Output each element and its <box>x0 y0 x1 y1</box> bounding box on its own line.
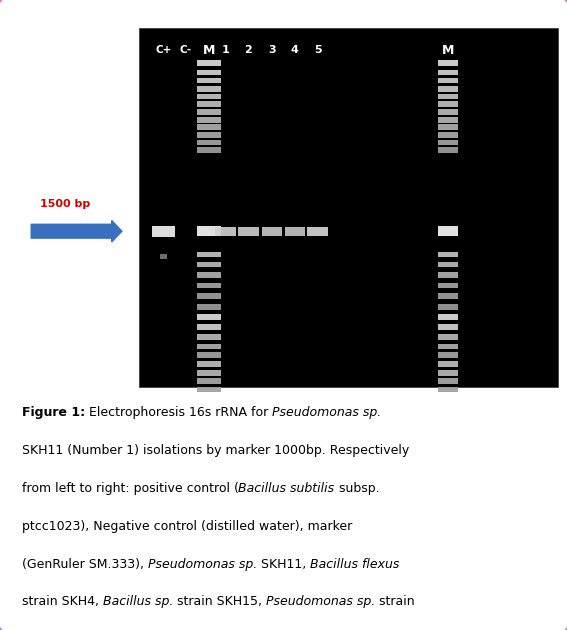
Bar <box>438 147 458 152</box>
Text: 5: 5 <box>314 45 321 55</box>
Bar <box>438 272 458 278</box>
Bar <box>215 227 236 236</box>
Text: Pseudomonas sp.: Pseudomonas sp. <box>147 558 257 571</box>
Text: Pseudomonas sp.: Pseudomonas sp. <box>266 595 375 609</box>
Bar <box>438 353 458 358</box>
Bar <box>438 362 458 367</box>
Bar <box>438 334 458 340</box>
Text: 1: 1 <box>222 45 230 55</box>
Bar <box>438 314 458 320</box>
Text: Bacillus subtilis: Bacillus subtilis <box>238 482 335 495</box>
Bar <box>197 110 221 115</box>
Bar <box>438 282 458 288</box>
Bar <box>160 254 167 258</box>
Bar <box>197 334 221 340</box>
Bar <box>139 28 558 387</box>
Bar <box>197 86 221 91</box>
Text: 1500 bp: 1500 bp <box>40 199 90 209</box>
Text: ptcc1023), Negative control (distilled water), marker: ptcc1023), Negative control (distilled w… <box>22 520 352 533</box>
Text: (GenRuler SM.333),: (GenRuler SM.333), <box>22 558 147 571</box>
Bar <box>285 227 305 236</box>
Bar <box>197 78 221 84</box>
Bar <box>197 343 221 349</box>
Bar <box>197 304 221 309</box>
Bar <box>197 378 221 384</box>
Bar <box>197 370 221 375</box>
Bar <box>438 110 458 115</box>
Text: Pseudomonas sp.: Pseudomonas sp. <box>272 406 381 420</box>
Bar <box>438 226 458 236</box>
Bar <box>438 262 458 267</box>
Bar <box>197 282 221 288</box>
Text: SKH11 (Number 1) isolations by marker 1000bp. Respectively: SKH11 (Number 1) isolations by marker 10… <box>22 444 409 457</box>
Text: 3: 3 <box>268 45 276 55</box>
Bar <box>197 139 221 145</box>
Bar <box>197 60 221 66</box>
Bar <box>438 343 458 349</box>
Bar <box>197 124 221 130</box>
Bar <box>438 378 458 384</box>
Text: 4: 4 <box>291 45 299 55</box>
Bar <box>197 272 221 278</box>
Text: Electrophoresis 16s rRNA for: Electrophoresis 16s rRNA for <box>84 406 272 420</box>
FancyArrow shape <box>31 220 122 242</box>
Bar <box>197 132 221 137</box>
Text: C+: C+ <box>155 45 171 55</box>
Bar <box>438 324 458 330</box>
Bar <box>262 227 282 236</box>
Bar <box>197 117 221 122</box>
Text: 2: 2 <box>244 45 252 55</box>
Text: M: M <box>202 44 215 57</box>
Text: strain SKH4,: strain SKH4, <box>22 595 103 609</box>
Bar <box>197 147 221 152</box>
Bar <box>438 94 458 100</box>
Bar <box>438 132 458 137</box>
Bar <box>438 293 458 299</box>
Text: Figure 1:: Figure 1: <box>22 406 84 420</box>
Bar <box>197 324 221 330</box>
Bar <box>438 124 458 130</box>
Bar <box>152 226 175 237</box>
Bar <box>438 101 458 106</box>
Text: SKH11,: SKH11, <box>257 558 310 571</box>
Bar <box>438 386 458 392</box>
Bar <box>438 251 458 257</box>
Bar <box>197 226 221 236</box>
Bar <box>438 139 458 145</box>
Bar <box>438 78 458 84</box>
Bar <box>197 101 221 106</box>
Bar <box>197 262 221 267</box>
Bar <box>238 227 259 236</box>
Text: M: M <box>442 44 454 57</box>
Bar <box>438 304 458 309</box>
Bar <box>438 70 458 75</box>
Text: from left to right: positive control (: from left to right: positive control ( <box>22 482 238 495</box>
Text: subsp.: subsp. <box>335 482 379 495</box>
Bar <box>197 293 221 299</box>
Text: strain SKH15,: strain SKH15, <box>173 595 266 609</box>
Text: strain: strain <box>375 595 415 609</box>
Bar <box>197 362 221 367</box>
Bar <box>197 314 221 320</box>
Bar <box>438 86 458 91</box>
Bar <box>438 117 458 122</box>
Bar <box>197 70 221 75</box>
Text: Bacillus sp.: Bacillus sp. <box>103 595 173 609</box>
Bar <box>307 227 328 236</box>
Bar <box>197 386 221 392</box>
Bar <box>197 94 221 100</box>
Bar <box>438 60 458 66</box>
Text: Bacillus flexus: Bacillus flexus <box>310 558 399 571</box>
Text: C-: C- <box>180 45 192 55</box>
Bar <box>438 370 458 375</box>
Bar <box>197 251 221 257</box>
Bar <box>197 353 221 358</box>
